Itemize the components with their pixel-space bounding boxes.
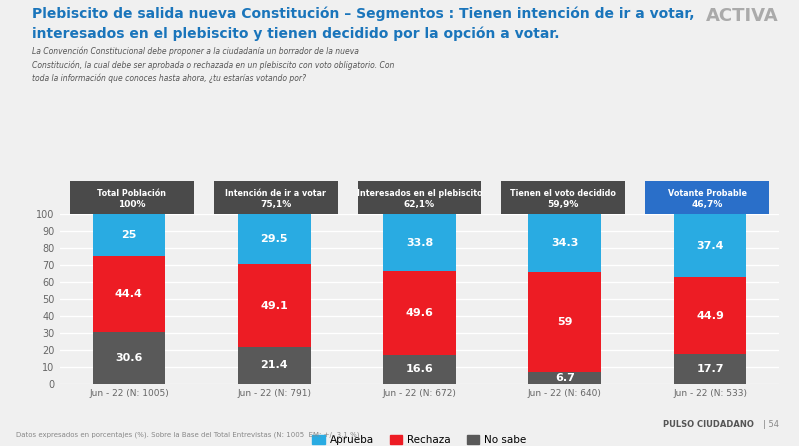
Text: Interesados en el plebiscito: Interesados en el plebiscito	[356, 189, 483, 198]
Bar	[528, 372, 601, 384]
Bar	[674, 277, 746, 354]
Bar	[93, 214, 165, 256]
Text: 49.1: 49.1	[260, 301, 288, 311]
Text: 59: 59	[557, 317, 573, 327]
Bar	[528, 272, 601, 372]
Text: Datos expresados en porcentajes (%). Sobre la Base del Total Entrevistas (N: 100: Datos expresados en porcentajes (%). Sob…	[16, 431, 360, 438]
Text: Total Población: Total Población	[97, 189, 166, 198]
Bar	[384, 355, 455, 384]
Text: 59,9%: 59,9%	[547, 200, 579, 209]
Text: 44.4: 44.4	[115, 289, 143, 299]
Text: 30.6: 30.6	[115, 353, 142, 363]
Text: Tienen el voto decidido: Tienen el voto decidido	[511, 189, 616, 198]
Text: 34.3: 34.3	[551, 238, 578, 248]
Bar	[93, 256, 165, 332]
Text: 33.8: 33.8	[406, 238, 433, 248]
Text: La Convención Constitucional debe proponer a la ciudadanía un borrador de la nue: La Convención Constitucional debe propon…	[32, 47, 395, 83]
Text: 75,1%: 75,1%	[260, 200, 292, 209]
Bar	[238, 264, 311, 347]
Bar	[384, 214, 455, 271]
Bar	[93, 332, 165, 384]
Text: interesados en el plebiscito y tienen decidido por la opción a votar.: interesados en el plebiscito y tienen de…	[32, 27, 559, 41]
Text: 46,7%: 46,7%	[691, 200, 723, 209]
Text: PULSO CIUDADANO: PULSO CIUDADANO	[663, 420, 754, 429]
Text: 17.7: 17.7	[696, 363, 724, 374]
Text: 44.9: 44.9	[696, 310, 724, 321]
Text: 62,1%: 62,1%	[404, 200, 435, 209]
Text: 49.6: 49.6	[406, 308, 433, 318]
Text: | 54: | 54	[763, 420, 779, 429]
Text: 6.7: 6.7	[555, 373, 574, 383]
Bar	[674, 214, 746, 277]
Text: Intención de ir a votar: Intención de ir a votar	[225, 189, 326, 198]
Legend: Aprueba, Rechaza, No sabe: Aprueba, Rechaza, No sabe	[308, 431, 531, 446]
Bar	[528, 214, 601, 272]
Text: 29.5: 29.5	[260, 234, 288, 244]
Text: 100%: 100%	[118, 200, 145, 209]
Text: 37.4: 37.4	[696, 241, 724, 251]
Bar	[238, 214, 311, 264]
Text: 21.4: 21.4	[260, 360, 288, 371]
Text: 25: 25	[121, 230, 137, 240]
Bar	[384, 271, 455, 355]
Bar	[238, 347, 311, 384]
Text: 16.6: 16.6	[406, 364, 433, 375]
Text: Plebiscito de salida nueva Constitución – Segmentos : Tienen intención de ir a v: Plebiscito de salida nueva Constitución …	[32, 7, 694, 21]
Text: ACTIVA: ACTIVA	[706, 7, 779, 25]
Text: Votante Probable: Votante Probable	[668, 189, 746, 198]
Bar	[674, 354, 746, 384]
